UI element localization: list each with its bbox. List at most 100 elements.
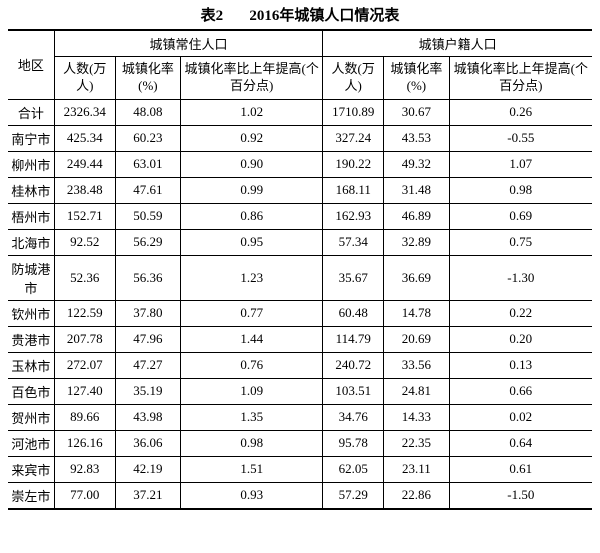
cell-c5: 22.86 [384,482,449,509]
cell-c4: 34.76 [323,404,384,430]
cell-c1: 92.52 [54,229,115,255]
cell-c6: 0.26 [449,99,592,125]
cell-c2: 37.80 [115,300,180,326]
cell-c1: 126.16 [54,430,115,456]
cell-c1: 89.66 [54,404,115,430]
cell-c6: 1.07 [449,151,592,177]
cell-c6: 0.69 [449,203,592,229]
title-prefix: 表2 [201,8,224,24]
cell-c3: 1.35 [181,404,323,430]
col-change-2: 城镇化率比上年提高(个百分点) [449,57,592,100]
cell-c3: 0.76 [181,352,323,378]
cell-region: 防城港市 [8,255,54,300]
cell-c1: 2326.34 [54,99,115,125]
cell-c6: -1.30 [449,255,592,300]
cell-c4: 240.72 [323,352,384,378]
cell-region: 梧州市 [8,203,54,229]
header-sub-row: 人数(万人) 城镇化率(%) 城镇化率比上年提高(个百分点) 人数(万人) 城镇… [8,57,592,100]
cell-c4: 103.51 [323,378,384,404]
table-row: 玉林市272.0747.270.76240.7233.560.13 [8,352,592,378]
cell-c2: 47.96 [115,326,180,352]
cell-c3: 0.95 [181,229,323,255]
col-rate-2: 城镇化率(%) [384,57,449,100]
cell-c5: 32.89 [384,229,449,255]
col-rate-1: 城镇化率(%) [115,57,180,100]
cell-c1: 77.00 [54,482,115,509]
cell-region: 钦州市 [8,300,54,326]
cell-c1: 92.83 [54,456,115,482]
cell-c2: 42.19 [115,456,180,482]
cell-c4: 1710.89 [323,99,384,125]
header-group-row: 地区 城镇常住人口 城镇户籍人口 [8,30,592,57]
table-row: 河池市126.1636.060.9895.7822.350.64 [8,430,592,456]
table-row: 钦州市122.5937.800.7760.4814.780.22 [8,300,592,326]
cell-c5: 46.89 [384,203,449,229]
cell-c3: 0.77 [181,300,323,326]
table-row: 北海市92.5256.290.9557.3432.890.75 [8,229,592,255]
cell-c1: 425.34 [54,125,115,151]
cell-region: 百色市 [8,378,54,404]
cell-c2: 50.59 [115,203,180,229]
cell-c6: 0.64 [449,430,592,456]
cell-c4: 327.24 [323,125,384,151]
table-body: 合计2326.3448.081.021710.8930.670.26南宁市425… [8,99,592,509]
cell-c6: 0.66 [449,378,592,404]
cell-c3: 0.99 [181,177,323,203]
cell-c2: 43.98 [115,404,180,430]
cell-c3: 1.23 [181,255,323,300]
cell-c4: 60.48 [323,300,384,326]
table-row: 防城港市52.3656.361.2335.6736.69-1.30 [8,255,592,300]
cell-c3: 1.44 [181,326,323,352]
table-row: 桂林市238.4847.610.99168.1131.480.98 [8,177,592,203]
cell-c2: 36.06 [115,430,180,456]
cell-c6: -1.50 [449,482,592,509]
table-row: 柳州市249.4463.010.90190.2249.321.07 [8,151,592,177]
cell-c5: 33.56 [384,352,449,378]
col-group-registered: 城镇户籍人口 [323,30,592,57]
cell-c1: 272.07 [54,352,115,378]
population-table: 地区 城镇常住人口 城镇户籍人口 人数(万人) 城镇化率(%) 城镇化率比上年提… [8,29,592,510]
table-row: 崇左市77.0037.210.9357.2922.86-1.50 [8,482,592,509]
cell-c4: 162.93 [323,203,384,229]
cell-region: 桂林市 [8,177,54,203]
cell-c3: 1.02 [181,99,323,125]
table-row: 南宁市425.3460.230.92327.2443.53-0.55 [8,125,592,151]
cell-c2: 56.29 [115,229,180,255]
cell-c5: 22.35 [384,430,449,456]
col-count-1: 人数(万人) [54,57,115,100]
table-title: 表2 2016年城镇人口情况表 [8,4,592,25]
cell-c5: 20.69 [384,326,449,352]
cell-c3: 0.93 [181,482,323,509]
cell-c5: 14.33 [384,404,449,430]
col-count-2: 人数(万人) [323,57,384,100]
cell-c4: 35.67 [323,255,384,300]
cell-c6: -0.55 [449,125,592,151]
col-change-1: 城镇化率比上年提高(个百分点) [181,57,323,100]
cell-region: 崇左市 [8,482,54,509]
cell-c3: 1.51 [181,456,323,482]
cell-c5: 43.53 [384,125,449,151]
cell-c2: 63.01 [115,151,180,177]
cell-c5: 30.67 [384,99,449,125]
col-region: 地区 [8,30,54,99]
cell-c5: 31.48 [384,177,449,203]
cell-c5: 36.69 [384,255,449,300]
cell-region: 柳州市 [8,151,54,177]
cell-c6: 0.98 [449,177,592,203]
cell-c4: 57.34 [323,229,384,255]
cell-c1: 207.78 [54,326,115,352]
cell-c3: 0.90 [181,151,323,177]
cell-c5: 24.81 [384,378,449,404]
cell-c4: 190.22 [323,151,384,177]
cell-c2: 56.36 [115,255,180,300]
cell-region: 来宾市 [8,456,54,482]
cell-c5: 14.78 [384,300,449,326]
cell-region: 南宁市 [8,125,54,151]
cell-c3: 0.86 [181,203,323,229]
cell-c4: 168.11 [323,177,384,203]
cell-c1: 52.36 [54,255,115,300]
cell-c4: 57.29 [323,482,384,509]
cell-c5: 49.32 [384,151,449,177]
table-row: 贵港市207.7847.961.44114.7920.690.20 [8,326,592,352]
cell-c2: 48.08 [115,99,180,125]
